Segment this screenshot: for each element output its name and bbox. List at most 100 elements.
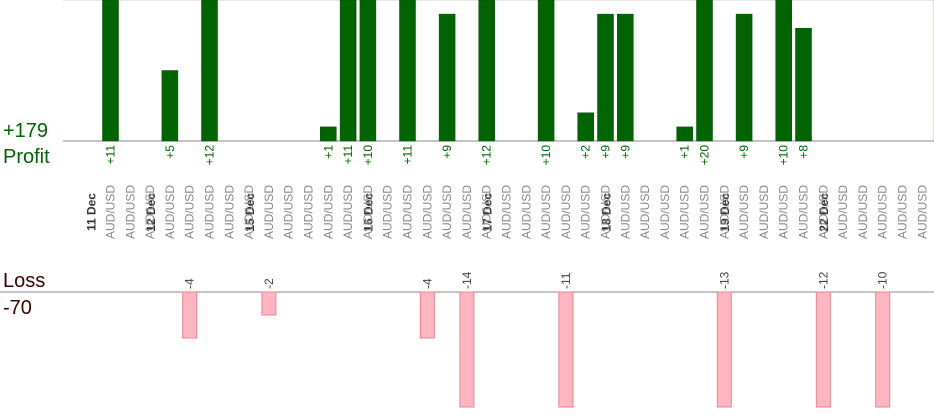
pair-label: AUD/USD <box>222 185 236 239</box>
pair-label: AUD/USD <box>638 185 652 239</box>
loss-bar <box>419 291 435 339</box>
pair-label: AUD/USD <box>104 185 118 239</box>
date-label: 11 Dec <box>85 193 99 231</box>
date-label: 12 Dec <box>144 193 158 232</box>
loss-value-label: -12 <box>816 271 830 289</box>
pair-label: AUD/USD <box>816 185 830 239</box>
pair-label: AUD/USD <box>757 185 771 239</box>
profit-value-label: +1 <box>678 145 692 159</box>
loss-value-label: -4 <box>183 278 197 289</box>
pair-label: AUD/USD <box>896 185 910 239</box>
loss-panel: -4 -2 -4 -14 -11 -13 -12 -10 Loss -70 <box>0 270 934 408</box>
pair-label: AUD/USD <box>658 185 672 239</box>
pair-label: AUD/USD <box>698 185 712 239</box>
loss-bar <box>261 291 277 316</box>
category-axis: 11 Dec 12 Dec 15 Dec 16 Dec 17 Dec 18 Dec 19 D… <box>85 185 930 239</box>
profit-value-label: +11 <box>341 145 355 165</box>
profit-bars <box>102 0 934 142</box>
profit-value-label: +8 <box>797 145 811 159</box>
date-labels: 11 Dec 12 Dec 15 Dec 16 Dec 17 Dec 18 Dec 19 D… <box>85 193 832 232</box>
profit-bar <box>478 0 495 142</box>
profit-bar <box>617 13 634 142</box>
profit-bar <box>676 126 693 142</box>
pair-label: AUD/USD <box>183 185 197 239</box>
profit-bar <box>696 0 713 142</box>
profit-value-label: +9 <box>599 145 613 159</box>
pair-label: AUD/USD <box>876 185 890 239</box>
pair-label: AUD/USD <box>341 185 355 239</box>
pair-label: AUD/USD <box>440 185 454 239</box>
loss-value-labels: -4 -2 -4 -14 -11 -13 -12 -10 <box>183 271 890 289</box>
pair-label: AUD/USD <box>381 185 395 239</box>
pair-label: AUD/USD <box>618 185 632 239</box>
profit-value-label: +9 <box>737 145 751 159</box>
pair-label: AUD/USD <box>717 185 731 239</box>
pair-label: AUD/USD <box>242 185 256 239</box>
loss-bar <box>815 291 831 408</box>
profit-value-label: +11 <box>401 145 415 165</box>
profit-value-label: +12 <box>480 145 494 166</box>
loss-value-label: -2 <box>262 278 276 289</box>
pair-label: AUD/USD <box>539 185 553 239</box>
loss-bars <box>182 291 891 408</box>
profit-bar <box>201 0 218 142</box>
pair-label: AUD/USD <box>856 185 870 239</box>
profit-value-label: +12 <box>203 145 217 166</box>
pair-label: AUD/USD <box>460 185 474 239</box>
pair-label: AUD/USD <box>203 185 217 239</box>
loss-bar <box>558 291 574 408</box>
pair-label: AUD/USD <box>420 185 434 239</box>
pair-label: AUD/USD <box>915 185 929 239</box>
profit-bar <box>161 70 179 142</box>
date-label: 19 Dec <box>718 193 732 232</box>
profit-bar <box>597 13 614 142</box>
loss-bar <box>716 291 732 408</box>
pair-label: AUD/USD <box>123 185 137 239</box>
profit-bar <box>359 0 377 142</box>
profit-bar <box>537 0 555 142</box>
pair-label: AUD/USD <box>480 185 494 239</box>
profit-bar <box>102 0 119 142</box>
loss-value-label: -10 <box>876 271 890 289</box>
profit-bar <box>320 126 337 142</box>
pair-label: AUD/USD <box>519 185 533 239</box>
profit-value-label: +20 <box>698 145 712 166</box>
profit-bar <box>339 0 357 142</box>
loss-bar <box>459 291 475 408</box>
profit-bar <box>775 0 792 142</box>
loss-value-label: -11 <box>559 272 573 289</box>
loss-value-label: -13 <box>717 271 731 289</box>
date-label: 15 Dec <box>243 193 257 232</box>
loss-title: Loss <box>3 270 45 292</box>
profit-value-label: +2 <box>579 145 593 159</box>
pair-label: AUD/USD <box>401 185 415 239</box>
pair-label: AUD/USD <box>737 185 751 239</box>
pair-label: AUD/USD <box>559 185 573 239</box>
date-label: 18 Dec <box>599 193 613 232</box>
pair-label: AUD/USD <box>678 185 692 239</box>
loss-total: -70 <box>3 297 32 319</box>
pair-label: AUD/USD <box>262 185 276 239</box>
pair-label: AUD/USD <box>599 185 613 239</box>
pair-label: AUD/USD <box>361 185 375 239</box>
profit-value-label: +10 <box>777 145 791 166</box>
date-label: 17 Dec <box>481 193 495 232</box>
profit-value-label: +9 <box>618 145 632 159</box>
date-label: 22 Dec <box>817 193 831 232</box>
pair-label: AUD/USD <box>302 185 316 239</box>
profit-value-label: +11 <box>104 145 118 165</box>
profit-value-label: +10 <box>361 145 375 166</box>
profit-bar <box>795 27 812 142</box>
pair-label: AUD/USD <box>777 185 791 239</box>
profit-value-label: +5 <box>163 145 177 159</box>
profit-value-label: +10 <box>539 145 553 166</box>
profit-total: +179 <box>3 120 48 142</box>
profit-value-label: +1 <box>321 145 335 159</box>
loss-value-label: -14 <box>460 271 474 289</box>
loss-value-label: -4 <box>420 278 434 289</box>
profit-bar <box>438 13 456 142</box>
pair-label: AUD/USD <box>579 185 593 239</box>
profit-bar <box>577 112 594 142</box>
profit-value-labels: +11 +5 +12 +1 +11 +10 +11 +9 +12 +10 +2 +9 +9 +1 +20 +9… <box>104 145 811 166</box>
pair-label: AUD/USD <box>836 185 850 239</box>
